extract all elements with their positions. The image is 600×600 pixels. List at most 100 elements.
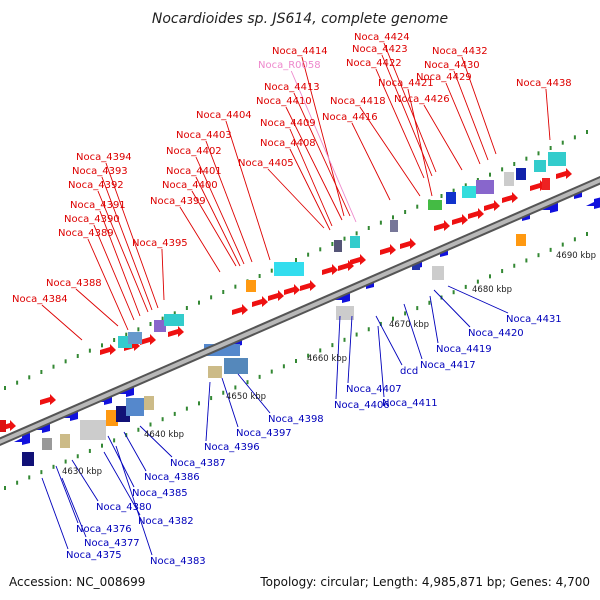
leader-line — [41, 477, 69, 550]
tick-mark — [404, 210, 407, 214]
gene-label-noca-r0058[interactable]: Noca_R0058 — [258, 60, 321, 71]
leader-line — [101, 176, 153, 311]
tick-mark — [270, 369, 273, 374]
gene-label-noca-4438[interactable]: Noca_4438 — [516, 78, 572, 89]
gene-label-noca-4404[interactable]: Noca_4404 — [196, 110, 252, 121]
gene-label-dcd[interactable]: dcd — [400, 366, 418, 377]
gene-label-noca-4402[interactable]: Noca_4402 — [166, 146, 222, 157]
map-title: Nocardioides sp. JS614, complete genome — [152, 11, 448, 27]
gene-label-noca-4398[interactable]: Noca_4398 — [268, 414, 324, 425]
gene-label-noca-4385[interactable]: Noca_4385 — [132, 488, 188, 499]
tick-mark — [282, 364, 285, 369]
gene-label-noca-4377[interactable]: Noca_4377 — [84, 538, 140, 549]
gene-block — [80, 420, 106, 440]
gene-label-noca-4394[interactable]: Noca_4394 — [76, 152, 132, 163]
gene-label-noca-4430[interactable]: Noca_4430 — [424, 60, 480, 71]
tick-mark — [464, 183, 467, 188]
gene-label-noca-4403[interactable]: Noca_4403 — [176, 130, 232, 141]
gene-label-noca-4411[interactable]: Noca_4411 — [382, 398, 438, 409]
gene-block — [144, 396, 154, 410]
gene-block — [208, 366, 222, 378]
gene-label-noca-4426[interactable]: Noca_4426 — [394, 94, 450, 105]
tick-mark — [258, 274, 261, 278]
forward-gene-arrow — [468, 208, 484, 219]
gene-label-noca-4418[interactable]: Noca_4418 — [330, 96, 386, 107]
gene-label-noca-4382[interactable]: Noca_4382 — [138, 516, 194, 527]
tick-mark — [392, 215, 394, 220]
tick-mark — [101, 343, 103, 348]
tick-mark — [295, 359, 297, 363]
forward-gene-arrow — [484, 200, 500, 211]
gene-label-noca-4396[interactable]: Noca_4396 — [204, 442, 260, 453]
tick-mark — [367, 327, 370, 332]
gene-label-noca-4400[interactable]: Noca_4400 — [162, 180, 218, 191]
tick-mark — [161, 417, 164, 422]
gene-label-noca-4414[interactable]: Noca_4414 — [272, 46, 328, 57]
forward-gene-arrow — [40, 394, 56, 405]
gene-label-noca-4383[interactable]: Noca_4383 — [150, 556, 206, 567]
gene-label-noca-4380[interactable]: Noca_4380 — [96, 502, 152, 513]
gene-label-noca-4389[interactable]: Noca_4389 — [58, 228, 114, 239]
gene-label-noca-4384[interactable]: Noca_4384 — [12, 294, 68, 305]
gene-label-noca-4419[interactable]: Noca_4419 — [436, 344, 492, 355]
leader-line — [41, 304, 83, 341]
gene-label-noca-4397[interactable]: Noca_4397 — [236, 428, 292, 439]
gene-block — [22, 452, 34, 466]
tick-mark — [52, 364, 55, 369]
leader-line — [205, 381, 211, 442]
gene-label-noca-4417[interactable]: Noca_4417 — [420, 360, 476, 371]
leader-line — [383, 42, 437, 173]
leader-line — [301, 56, 345, 217]
kbp-label: 4650 kbp — [226, 392, 266, 402]
gene-label-noca-4405[interactable]: Noca_4405 — [238, 158, 294, 169]
gene-label-noca-4393[interactable]: Noca_4393 — [72, 166, 128, 177]
tick-mark — [64, 459, 67, 464]
gene-label-noca-4406[interactable]: Noca_4406 — [334, 400, 390, 411]
leader-line — [293, 92, 351, 217]
leader-line — [107, 435, 135, 488]
gene-label-noca-4409[interactable]: Noca_4409 — [260, 118, 316, 129]
gene-block — [516, 234, 526, 246]
gene-label-noca-4407[interactable]: Noca_4407 — [346, 384, 402, 395]
gene-label-noca-4376[interactable]: Noca_4376 — [76, 524, 132, 535]
gene-label-noca-4408[interactable]: Noca_4408 — [260, 138, 316, 149]
tick-mark — [198, 300, 200, 305]
gene-label-noca-4391[interactable]: Noca_4391 — [70, 200, 126, 211]
leader-line — [347, 315, 353, 384]
gene-label-noca-4422[interactable]: Noca_4422 — [346, 58, 402, 69]
gene-label-noca-4416[interactable]: Noca_4416 — [322, 112, 378, 123]
tick-mark — [222, 390, 225, 395]
tick-mark — [173, 411, 176, 416]
tick-mark — [355, 231, 358, 236]
gene-label-noca-4432[interactable]: Noca_4432 — [432, 46, 488, 57]
gene-label-noca-4392[interactable]: Noca_4392 — [68, 180, 124, 191]
gene-label-noca-4410[interactable]: Noca_4410 — [256, 96, 312, 107]
tick-mark — [113, 438, 116, 443]
gene-label-noca-4387[interactable]: Noca_4387 — [170, 458, 226, 469]
forward-gene-arrow — [556, 168, 572, 179]
gene-label-noca-4388[interactable]: Noca_4388 — [46, 278, 102, 289]
gene-block — [128, 332, 142, 344]
gene-label-noca-4395[interactable]: Noca_4395 — [132, 238, 188, 249]
gene-label-noca-4423[interactable]: Noca_4423 — [352, 44, 408, 55]
gene-label-noca-4421[interactable]: Noca_4421 — [378, 78, 434, 89]
tick-mark — [343, 236, 346, 241]
tick-mark — [64, 359, 67, 364]
gene-label-noca-4399[interactable]: Noca_4399 — [150, 196, 206, 207]
gene-label-noca-4375[interactable]: Noca_4375 — [66, 550, 122, 561]
gene-label-noca-4431[interactable]: Noca_4431 — [506, 314, 562, 325]
gene-label-noca-4429[interactable]: Noca_4429 — [416, 72, 472, 83]
tick-mark — [234, 284, 237, 289]
gene-label-noca-4386[interactable]: Noca_4386 — [144, 472, 200, 483]
gene-block — [106, 410, 118, 426]
gene-label-noca-4424[interactable]: Noca_4424 — [354, 32, 410, 43]
kbp-label: 4630 kbp — [62, 467, 102, 477]
leader-line — [403, 303, 423, 360]
gene-label-noca-4413[interactable]: Noca_4413 — [264, 82, 320, 93]
gene-label-noca-4390[interactable]: Noca_4390 — [64, 214, 120, 225]
gene-label-noca-4420[interactable]: Noca_4420 — [468, 328, 524, 339]
gene-block — [542, 178, 550, 190]
gene-block — [432, 266, 444, 280]
gene-label-noca-4401[interactable]: Noca_4401 — [166, 166, 222, 177]
leader-line — [61, 477, 87, 538]
